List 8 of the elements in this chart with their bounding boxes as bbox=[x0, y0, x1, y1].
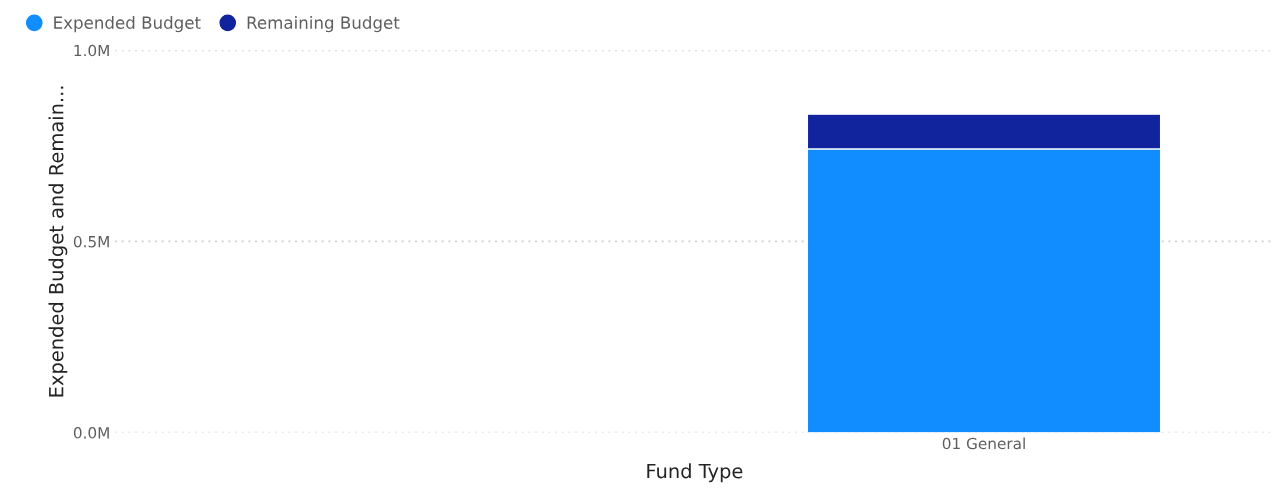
y-tick-label: 1.0M bbox=[74, 44, 109, 57]
legend-label: Remaining Budget bbox=[247, 16, 400, 33]
y-axis-title: Expended Budget and Remain... bbox=[48, 86, 68, 397]
y-tick-label: 0.5M bbox=[73, 235, 109, 248]
x-tick-label: 01 General bbox=[942, 437, 1025, 450]
legend-label: Expended Budget bbox=[54, 16, 201, 33]
x-axis-title: Fund Type bbox=[647, 463, 743, 483]
y-tick-label: 0.0M bbox=[73, 427, 109, 439]
